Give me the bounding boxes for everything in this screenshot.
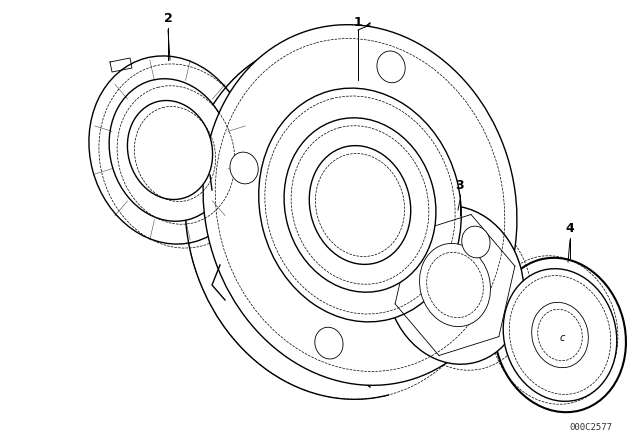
Text: 000C2577: 000C2577 bbox=[569, 423, 612, 432]
Ellipse shape bbox=[377, 51, 405, 83]
Ellipse shape bbox=[185, 39, 499, 399]
Ellipse shape bbox=[89, 56, 251, 244]
Ellipse shape bbox=[230, 152, 258, 184]
Ellipse shape bbox=[503, 269, 617, 401]
Ellipse shape bbox=[309, 146, 411, 264]
Ellipse shape bbox=[203, 25, 517, 385]
Ellipse shape bbox=[386, 206, 524, 364]
Text: 2: 2 bbox=[164, 12, 172, 25]
Ellipse shape bbox=[494, 258, 626, 412]
Text: 3: 3 bbox=[456, 178, 464, 191]
Ellipse shape bbox=[127, 100, 212, 199]
Text: 4: 4 bbox=[566, 221, 574, 234]
Ellipse shape bbox=[315, 327, 343, 359]
Text: 1: 1 bbox=[354, 16, 362, 29]
Ellipse shape bbox=[419, 243, 490, 327]
Ellipse shape bbox=[109, 79, 231, 221]
Ellipse shape bbox=[462, 226, 490, 258]
Ellipse shape bbox=[532, 302, 588, 368]
Ellipse shape bbox=[284, 118, 436, 292]
Ellipse shape bbox=[259, 88, 461, 322]
Text: c: c bbox=[559, 333, 564, 343]
